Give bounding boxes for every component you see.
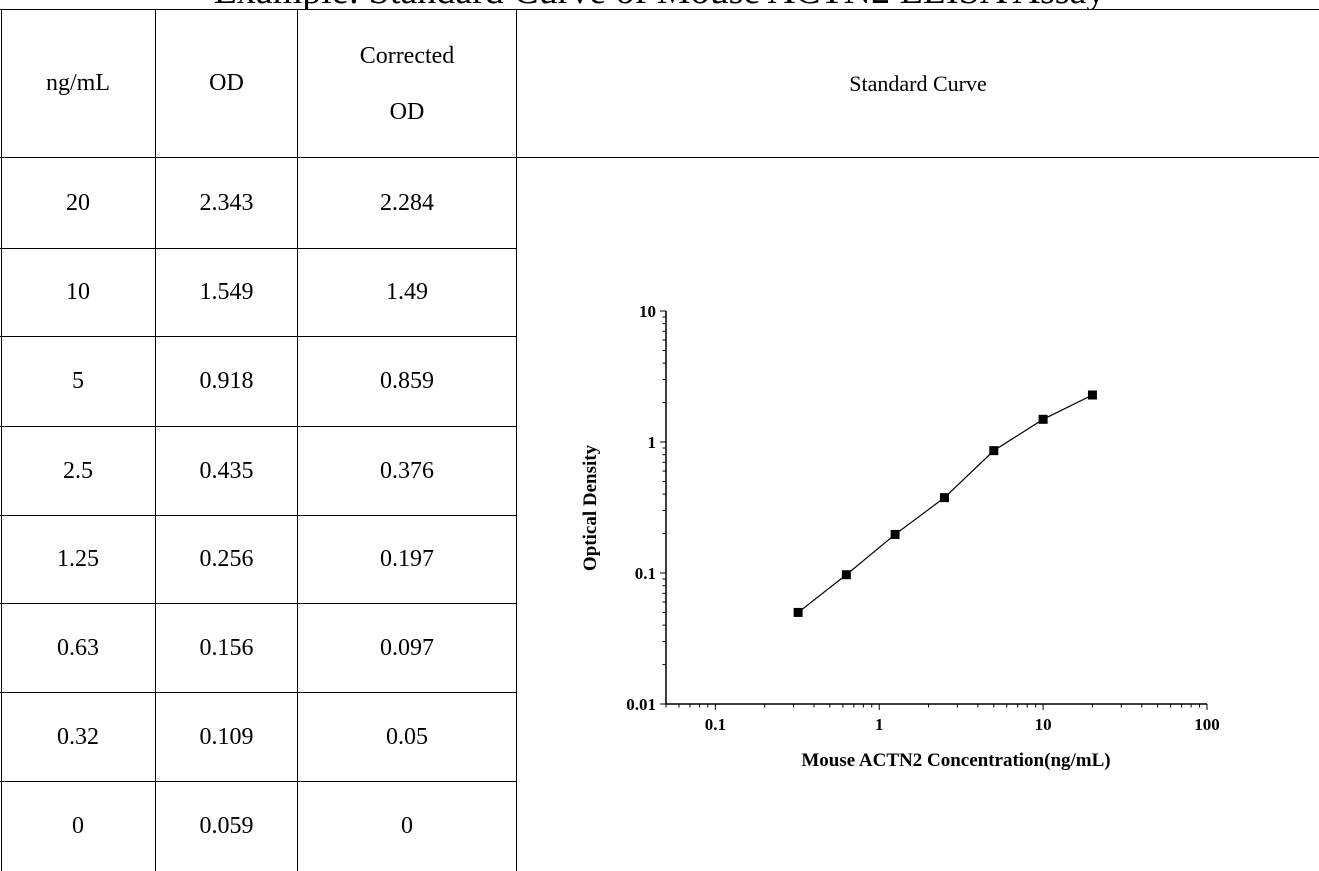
cell-conc: 0.63 [57, 634, 99, 661]
cell-corrected-od: 0.376 [380, 457, 434, 484]
y-tick-label: 0.1 [635, 564, 656, 583]
data-point [890, 529, 900, 539]
header-ng-ml: ng/mL [46, 70, 110, 96]
y-axis-title: Optical Density [580, 444, 601, 571]
data-point [939, 493, 949, 503]
column-divider [297, 9, 298, 871]
cell-conc: 0.32 [57, 723, 99, 750]
x-axis-title: Mouse ACTN2 Concentration(ng/mL) [801, 750, 1110, 771]
header-standard-curve: Standard Curve [849, 70, 987, 96]
chart-markers [793, 390, 1097, 617]
chart-ticks: 0.1 1 10 100 0.01 0.1 1 10 [626, 302, 1220, 734]
chart-axes [665, 311, 1207, 705]
row-divider [0, 603, 516, 604]
row-divider [0, 515, 516, 516]
standard-curve-chart: 0.1 1 10 100 0.01 0.1 1 10 Optical Density Mous… [580, 302, 1220, 771]
data-point [793, 607, 803, 617]
row-divider [0, 248, 516, 249]
y-tick-label: 1 [648, 433, 657, 452]
cell-od: 1.549 [199, 279, 254, 305]
table-top-border [0, 9, 1319, 10]
column-divider [516, 9, 517, 871]
header-corrected-line2: OD [389, 98, 425, 125]
table-left-border [1, 9, 2, 871]
cell-od: 0.059 [199, 813, 254, 839]
cell-conc: 0 [72, 813, 84, 839]
data-point [1038, 414, 1048, 424]
column-divider [155, 9, 156, 871]
cell-conc: 2.5 [63, 457, 93, 484]
cell-od: 0.109 [199, 723, 254, 750]
cell-corrected-od: 2.284 [380, 189, 434, 216]
cell-conc: 10 [66, 279, 90, 305]
x-tick-label: 100 [1194, 715, 1220, 734]
row-divider [0, 692, 516, 693]
cell-od: 0.435 [199, 457, 254, 484]
series-line [797, 394, 1093, 613]
cell-od: 0.256 [199, 546, 254, 572]
table-header-border [0, 157, 1319, 158]
page-title-clip: Example: Standard Curve of Mouse ACTN2 E… [0, 0, 1319, 10]
header-od: OD [209, 70, 244, 96]
cell-corrected-od: 1.49 [386, 279, 428, 305]
data-point [841, 570, 851, 580]
cell-corrected-od: 0.197 [380, 546, 434, 572]
row-divider [0, 426, 516, 427]
cell-corrected-od: 0.097 [380, 634, 434, 661]
header-corrected-od: Corrected OD [298, 10, 516, 157]
header-corrected-line1: Corrected [359, 42, 455, 69]
cell-od: 0.918 [199, 368, 254, 394]
y-tick-label: 0.01 [626, 695, 656, 714]
x-tick-label: 0.1 [705, 715, 726, 734]
x-tick-label: 10 [1035, 715, 1052, 734]
cell-od: 0.156 [199, 634, 254, 661]
cell-corrected-od: 0.05 [386, 723, 428, 750]
data-point [989, 446, 999, 456]
cell-conc: 20 [66, 189, 90, 216]
cell-corrected-od: 0 [401, 813, 413, 839]
cell-od: 2.343 [199, 189, 254, 216]
cell-conc: 5 [72, 368, 84, 394]
cell-conc: 1.25 [57, 546, 99, 572]
cell-corrected-od: 0.859 [380, 368, 434, 394]
page-title: Example: Standard Curve of Mouse ACTN2 E… [0, 0, 1319, 10]
chart-curve [797, 394, 1093, 613]
x-tick-label: 1 [875, 715, 884, 734]
row-divider [0, 336, 516, 337]
y-tick-label: 10 [639, 302, 656, 321]
data-point [1087, 390, 1097, 400]
row-divider [0, 781, 516, 782]
